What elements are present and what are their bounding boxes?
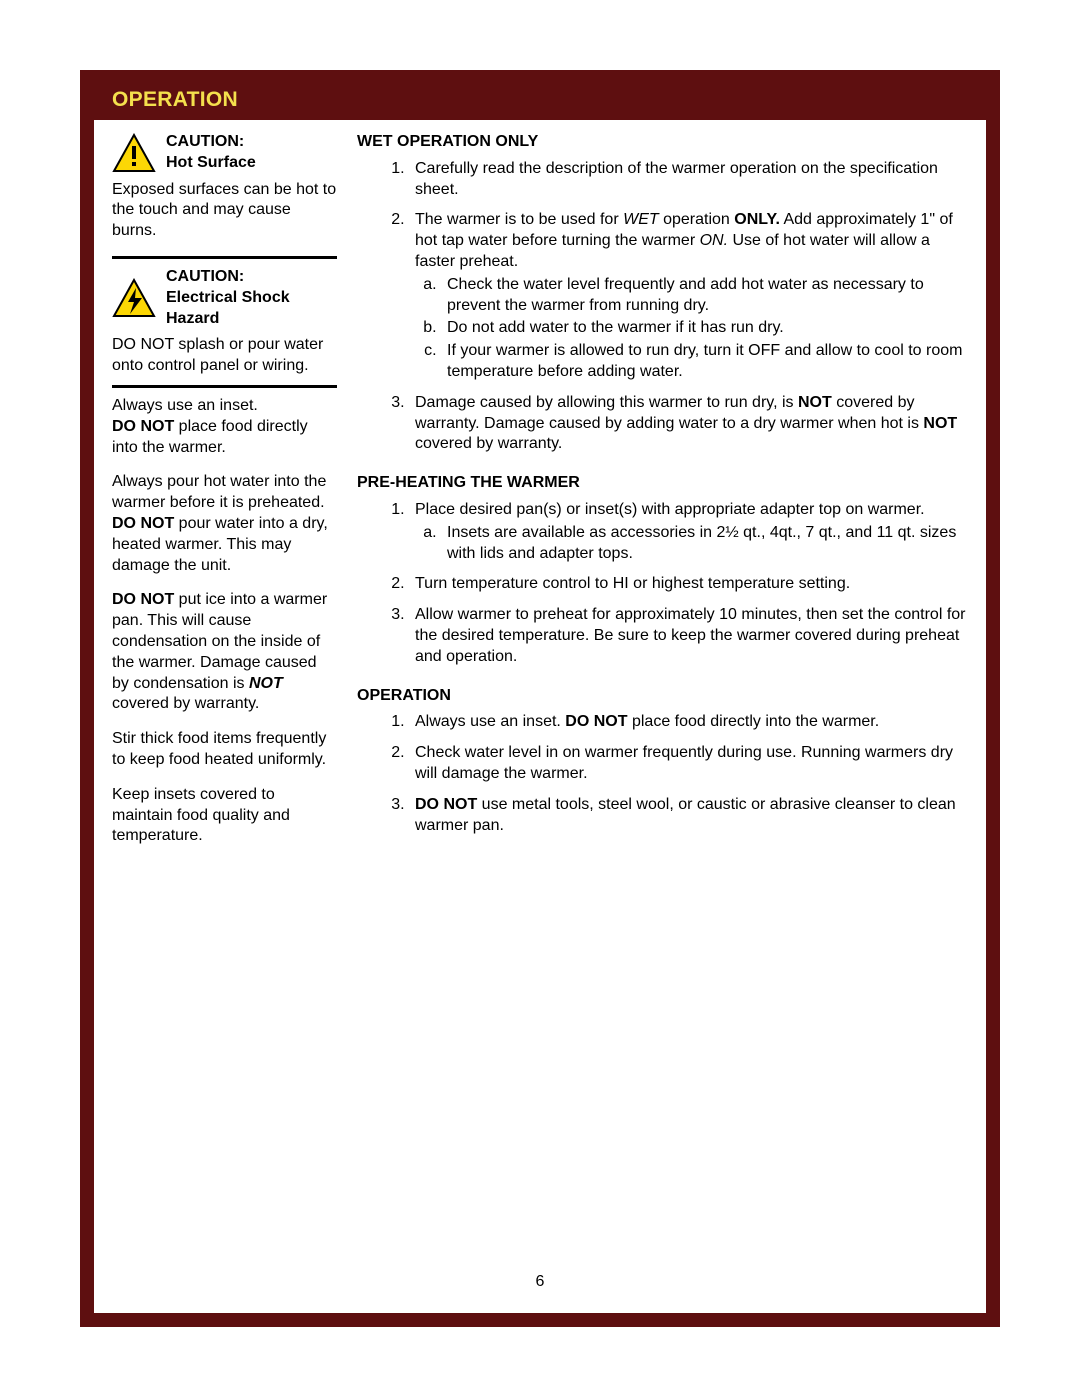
divider — [112, 385, 337, 388]
item-bold: NOT — [798, 394, 832, 411]
main-column: WET OPERATION ONLY Carefully read the de… — [357, 132, 968, 861]
wet-list: Carefully read the description of the wa… — [357, 159, 968, 455]
preheat-sublist: Insets are available as accessories in 2… — [415, 523, 968, 565]
caution-word: CAUTION: — [166, 132, 256, 153]
item-text: Damage caused by allowing this warmer to… — [415, 394, 798, 411]
list-item: Always use an inset. DO NOT place food d… — [409, 712, 968, 733]
item-text: Place desired pan(s) or inset(s) with ap… — [415, 501, 925, 518]
list-item: Allow warmer to preheat for approximatel… — [409, 605, 968, 667]
caution2-body: DO NOT splash or pour water onto control… — [112, 335, 337, 377]
operation-list: Always use an inset. DO NOT place food d… — [357, 712, 968, 836]
list-item: Insets are available as accessories in 2… — [441, 523, 968, 565]
tip-bold: DO NOT — [112, 418, 174, 435]
caution-hot-surface: CAUTION: Hot Surface — [112, 132, 337, 174]
warning-triangle-icon — [112, 133, 156, 173]
section-title: OPERATION — [112, 88, 238, 111]
sidebar-tip: Always pour hot water into the warmer be… — [112, 472, 337, 576]
item-italic: WET — [623, 211, 659, 228]
item-bold: DO NOT — [565, 713, 627, 730]
list-item: Damage caused by allowing this warmer to… — [409, 393, 968, 455]
item-text: operation — [659, 211, 735, 228]
item-text: place food directly into the warmer. — [628, 713, 880, 730]
list-item: Check water level in on warmer frequentl… — [409, 743, 968, 785]
wet-heading: WET OPERATION ONLY — [357, 132, 968, 153]
tip-bolditalic: NOT — [249, 675, 283, 692]
caution-word: CAUTION: — [166, 267, 337, 288]
sidebar-tip: Always use an inset. DO NOT place food d… — [112, 396, 337, 458]
caution1-body: Exposed surfaces can be hot to the touch… — [112, 180, 337, 242]
sidebar: CAUTION: Hot Surface Exposed surfaces ca… — [112, 132, 337, 861]
item-bold: DO NOT — [415, 796, 477, 813]
list-item: Turn temperature control to HI or highes… — [409, 574, 968, 595]
list-item: Do not add water to the warmer if it has… — [441, 318, 968, 339]
item-text: covered by warranty. — [415, 435, 562, 452]
tip-text: Always use an inset. — [112, 397, 258, 414]
item-text: Always use an inset. — [415, 713, 565, 730]
electrical-warning-icon — [112, 278, 156, 318]
caution-label: CAUTION: Hot Surface — [166, 132, 256, 174]
sidebar-tip: Stir thick food items frequently to keep… — [112, 729, 337, 771]
item-text: use metal tools, steel wool, or caustic … — [415, 796, 956, 834]
list-item: DO NOT use metal tools, steel wool, or c… — [409, 795, 968, 837]
operation-heading: OPERATION — [357, 686, 968, 707]
sidebar-tip: Keep insets covered to maintain food qua… — [112, 785, 337, 847]
page-frame: OPERATION CAUTION: Hot Surface Exposed s… — [80, 70, 1000, 1327]
wet-sublist: Check the water level frequently and add… — [415, 275, 968, 383]
list-item: If your warmer is allowed to run dry, tu… — [441, 341, 968, 383]
section-header: OPERATION — [94, 84, 986, 120]
preheat-heading: PRE-HEATING THE WARMER — [357, 473, 968, 494]
tip-text: Always pour hot water into the warmer be… — [112, 473, 326, 511]
list-item: Carefully read the description of the wa… — [409, 159, 968, 201]
preheat-list: Place desired pan(s) or inset(s) with ap… — [357, 500, 968, 668]
caution-label: CAUTION: Electrical Shock Hazard — [166, 267, 337, 329]
tip-bold: DO NOT — [112, 515, 174, 532]
item-bold: NOT — [923, 415, 957, 432]
item-text: The warmer is to be used for — [415, 211, 623, 228]
item-bold: ONLY. — [734, 211, 780, 228]
item-italic: ON. — [700, 232, 728, 249]
tip-text: covered by warranty. — [112, 695, 259, 712]
caution-sub: Hot Surface — [166, 153, 256, 174]
sidebar-tip: DO NOT put ice into a warmer pan. This w… — [112, 590, 337, 715]
caution-electrical: CAUTION: Electrical Shock Hazard — [112, 267, 337, 329]
tip-bold: DO NOT — [112, 591, 174, 608]
list-item: Check the water level frequently and add… — [441, 275, 968, 317]
list-item: The warmer is to be used for WET operati… — [409, 210, 968, 382]
page-number: 6 — [94, 1273, 986, 1291]
content-area: CAUTION: Hot Surface Exposed surfaces ca… — [94, 120, 986, 861]
list-item: Place desired pan(s) or inset(s) with ap… — [409, 500, 968, 564]
divider — [112, 256, 337, 259]
item-text: Carefully read the description of the wa… — [415, 160, 938, 198]
caution-sub: Electrical Shock Hazard — [166, 288, 337, 330]
